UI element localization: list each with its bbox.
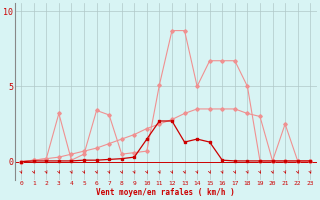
X-axis label: Vent moyen/en rafales ( km/h ): Vent moyen/en rafales ( km/h ) — [96, 188, 235, 197]
